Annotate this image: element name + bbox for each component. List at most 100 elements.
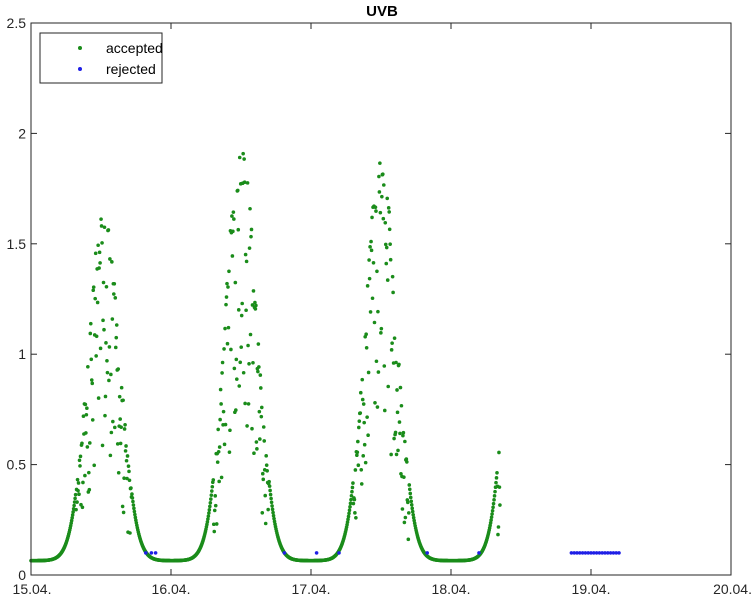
accepted-point [267,484,272,488]
accepted-point [232,366,237,371]
accepted-point [94,334,99,339]
accepted-point [249,234,253,239]
accepted-point [403,515,408,520]
accepted-point [346,514,351,519]
accepted-point [378,210,383,215]
rejected-point [589,551,593,555]
accepted-point [377,174,381,179]
accepted-point [493,489,497,494]
accepted-point [365,284,370,288]
accepted-point [228,428,232,433]
accepted-point [211,522,216,527]
rejected-point [314,551,319,555]
accepted-point [410,509,415,514]
ticks-layer: 15.04. 16.04. 17.04. 18.04. 19.04. 20.04. 0 0.5… [7,15,752,597]
accepted-point [395,410,400,415]
accepted-point [108,453,113,458]
accepted-point [93,296,97,301]
accepted-point [384,245,389,250]
accepted-point [78,454,83,459]
accepted-point [217,445,222,449]
legend-label-rejected: rejected [106,61,156,77]
accepted-point [246,402,251,406]
accepted-point [100,443,105,448]
accepted-point [225,281,229,286]
accepted-point [393,430,398,435]
accepted-point [117,394,122,399]
accepted-point [412,518,416,523]
accepted-point [208,504,212,509]
accepted-point [397,420,402,424]
accepted-point [133,512,137,517]
accepted-point [131,503,136,507]
accepted-point [381,216,386,221]
x-tick-label: 19.04. [572,581,611,597]
accepted-point [86,364,90,369]
accepted-point [267,479,271,484]
accepted-point [375,269,379,274]
accepted-point [85,445,90,449]
accepted-point [88,331,93,336]
accepted-point [378,161,382,165]
accepted-point [104,284,109,289]
accepted-point [74,507,78,512]
accepted-point [73,496,77,501]
accepted-point [219,402,223,406]
accepted-point [488,521,493,525]
accepted-point [218,417,222,422]
accepted-point [411,512,416,517]
accepted-point [125,454,130,458]
accepted-point [389,348,394,352]
accepted-point [396,448,400,453]
accepted-point [369,248,374,253]
accepted-point [80,441,84,446]
accepted-point [130,492,134,496]
accepted-point [258,373,263,377]
accepted-point [205,520,210,524]
accepted-point [263,493,268,498]
accepted-point [269,496,273,501]
accepted-point [347,511,351,516]
accepted-point [119,425,123,429]
accepted-point [215,460,220,464]
accepted-point [122,476,126,480]
accepted-point [212,508,217,513]
accepted-point [132,509,137,514]
y-tick-label: 1 [18,346,26,362]
accepted-point [374,209,378,213]
legend-marker-rejected [78,67,82,71]
rejected-point [617,551,621,555]
accepted-point [360,397,365,402]
accepted-point [97,250,102,255]
accepted-point [358,390,363,395]
accepted-point [109,372,113,377]
accepted-point [123,449,128,453]
accepted-point [127,469,131,474]
accepted-point [495,471,499,475]
rejected-point [282,551,287,555]
accepted-point [355,450,360,455]
accepted-point [367,276,372,281]
accepted-point [224,302,228,307]
y-tick-label: 1.5 [7,236,27,252]
accepted-point [356,439,360,444]
accepted-point [222,442,227,447]
accepted-point [407,483,412,487]
accepted-point [91,288,96,293]
accepted-point [345,520,350,524]
accepted-point [254,303,258,308]
accepted-point [255,447,259,451]
accepted-point [258,437,262,441]
accepted-point [350,485,355,490]
accepted-point [364,332,368,337]
accepted-point [246,343,250,348]
accepted-point [347,508,352,513]
accepted-point [491,501,496,506]
accepted-point [132,506,136,511]
accepted-point [269,500,274,505]
accepted-point [264,454,269,458]
accepted-point [264,463,269,467]
accepted-point [213,503,218,508]
accepted-point [237,155,242,160]
